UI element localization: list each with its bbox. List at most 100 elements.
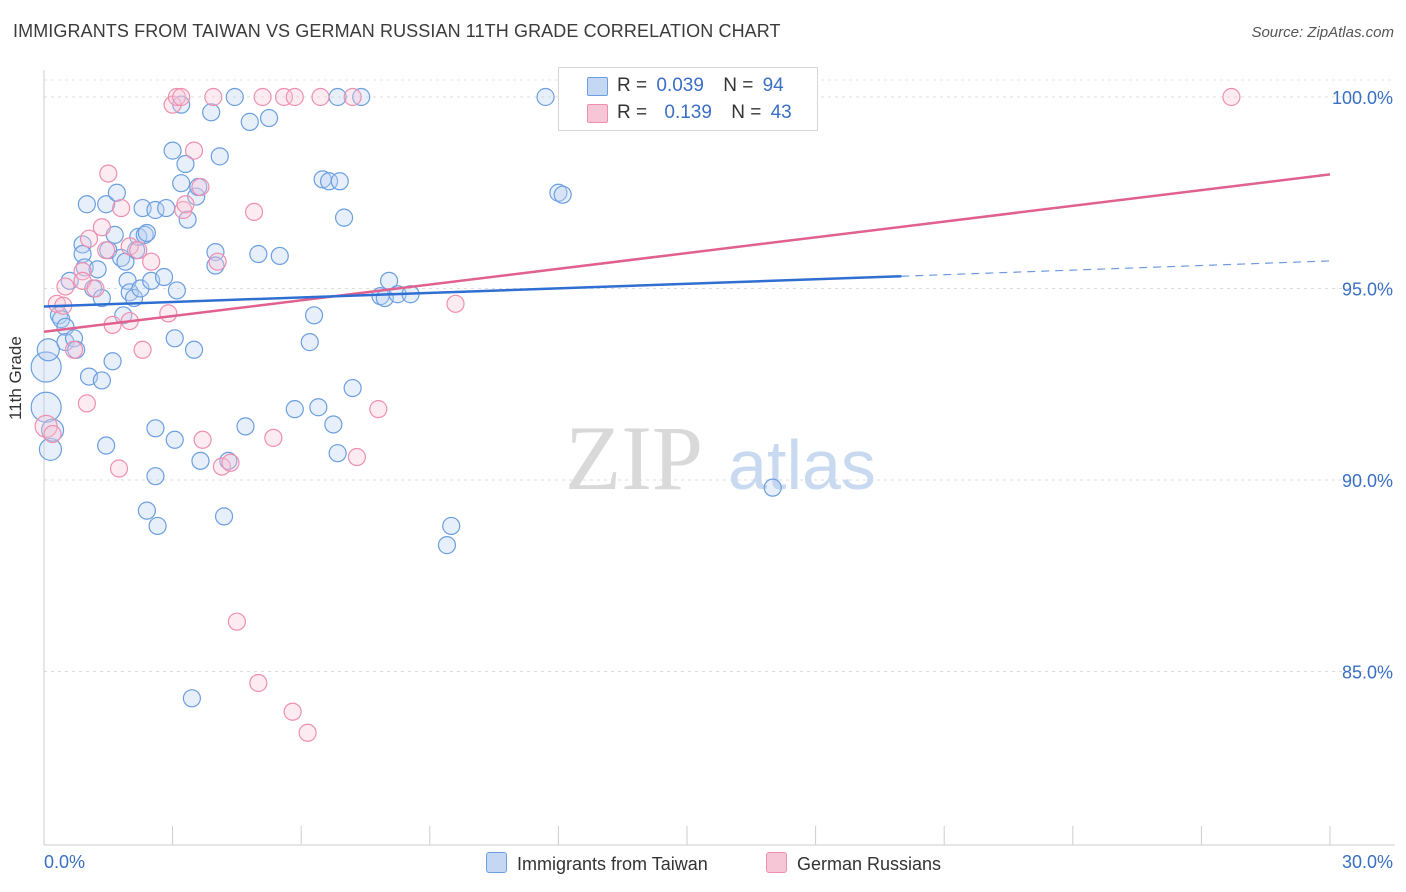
- taiwan-point-74: [304, 306, 324, 325]
- bottom-legend-swatch-blue: [486, 852, 507, 873]
- y-tick-label-1: 95.0%: [1342, 280, 1393, 300]
- trend-line-taiwan: [43, 274, 902, 308]
- german-russian-point-39: [264, 428, 283, 447]
- taiwan-point-55: [182, 689, 201, 708]
- taiwan-point-78: [324, 415, 343, 434]
- german-russian-point-13: [99, 164, 118, 183]
- watermark: ZIP atlas: [565, 407, 876, 509]
- german-russian-point-15: [109, 459, 129, 478]
- y-tick-label-2: 90.0%: [1342, 471, 1393, 491]
- german-russian-point-16: [112, 198, 131, 218]
- taiwan-point-90: [437, 536, 457, 555]
- x-tick-label-max: 30.0%: [1341, 852, 1393, 872]
- german-russian-point-33: [212, 457, 231, 476]
- taiwan-point-18: [88, 260, 107, 279]
- bottom-legend-german-russian: German Russians: [766, 852, 941, 875]
- german-russian-point-43: [298, 723, 317, 742]
- german-russian-point-40: [274, 87, 294, 107]
- legend-n-label: N =: [723, 75, 754, 96]
- german-russian-point-35: [227, 612, 246, 631]
- trend-line-german-russian: [43, 173, 1331, 334]
- legend-pink-n: 43: [770, 102, 792, 123]
- taiwan-point-83: [343, 378, 362, 398]
- german-russian-point-28: [184, 141, 204, 160]
- taiwan-point-3: [38, 437, 63, 461]
- german-russian-point-25: [172, 87, 191, 107]
- source-label: Source: ZipAtlas.com: [1251, 24, 1394, 41]
- german-russian-point-31: [204, 87, 223, 107]
- german-russian-point-46: [347, 447, 367, 467]
- legend-pink-r: 0.139: [664, 102, 712, 123]
- series-german-russian-points: [34, 87, 1241, 742]
- taiwan-point-91: [442, 516, 461, 536]
- german-russian-point-29: [191, 177, 210, 197]
- taiwan-point-75: [309, 398, 328, 417]
- german-russian-point-21: [142, 252, 161, 271]
- taiwan-point-4: [40, 418, 65, 442]
- legend-blue-n: 94: [762, 75, 784, 96]
- taiwan-point-70: [259, 108, 279, 128]
- german-russian-point-8: [77, 394, 96, 413]
- taiwan-point-48: [165, 329, 184, 348]
- german-russian-point-22: [159, 304, 178, 323]
- german-russian-point-19: [129, 241, 148, 260]
- taiwan-point-94: [553, 185, 572, 204]
- legend-r-label: R =: [617, 102, 648, 123]
- german-russian-point-34: [221, 453, 240, 472]
- german-russian-point-45: [343, 87, 362, 107]
- legend-swatch-blue: [587, 77, 608, 96]
- bottom-legend-swatch-pink: [766, 852, 787, 873]
- german-russian-point-4: [56, 277, 75, 296]
- taiwan-point-46: [157, 198, 176, 218]
- german-russian-point-42: [285, 87, 304, 107]
- taiwan-point-22: [97, 436, 116, 455]
- y-axis-label: 11th Grade: [6, 336, 25, 420]
- taiwan-point-69: [249, 244, 268, 264]
- german-russian-point-24: [167, 87, 186, 107]
- german-russian-point-48: [446, 294, 465, 313]
- taiwan-point-73: [300, 333, 319, 352]
- y-tick-labels: 100.0% 95.0% 90.0% 85.0%: [1332, 88, 1393, 683]
- x-tick-label-min: 0.0%: [44, 852, 86, 872]
- taiwan-point-82: [334, 208, 354, 227]
- legend-n-label: N =: [731, 102, 762, 123]
- taiwan-point-77: [319, 172, 339, 191]
- german-russian-point-44: [311, 87, 330, 107]
- y-tick-label-3: 85.0%: [1342, 663, 1393, 683]
- german-russian-point-9: [79, 229, 99, 248]
- taiwan-point-45: [154, 267, 174, 287]
- taiwan-point-67: [236, 417, 255, 436]
- series-taiwan-points: [30, 87, 782, 708]
- german-russian-point-12: [97, 241, 116, 260]
- taiwan-point-42: [146, 467, 165, 486]
- taiwan-point-51: [172, 174, 191, 193]
- legend-r-label: R =: [617, 75, 648, 96]
- taiwan-point-19: [92, 288, 111, 308]
- taiwan-point-2: [36, 338, 60, 362]
- taiwan-point-43: [146, 419, 165, 438]
- taiwan-point-81: [330, 172, 349, 191]
- legend-box: R = 0.039 N = 94 R = 0.139 N = 43: [558, 67, 818, 131]
- german-russian-point-47: [369, 400, 388, 419]
- german-russian-point-17: [120, 237, 139, 256]
- german-russian-point-6: [73, 262, 92, 281]
- taiwan-point-44: [148, 516, 167, 536]
- taiwan-point-60: [202, 103, 221, 122]
- trend-line-taiwan-extension: [901, 260, 1331, 277]
- taiwan-point-80: [328, 444, 347, 463]
- german-russian-point-20: [133, 340, 152, 359]
- taiwan-point-20: [92, 371, 111, 390]
- german-russian-point-50: [1222, 87, 1241, 107]
- taiwan-point-71: [270, 246, 289, 266]
- bottom-legend-label-german-russian: German Russians: [797, 854, 942, 874]
- german-russian-point-1: [43, 424, 62, 444]
- taiwan-point-72: [285, 400, 304, 419]
- taiwan-point-68: [240, 112, 259, 131]
- german-russian-point-27: [176, 195, 195, 214]
- taiwan-point-95: [763, 478, 782, 497]
- watermark-zip: ZIP: [565, 407, 703, 509]
- bottom-legend-label-taiwan: Immigrants from Taiwan: [517, 854, 708, 874]
- bottom-legend-taiwan: Immigrants from Taiwan: [486, 852, 708, 875]
- taiwan-point-47: [163, 141, 182, 160]
